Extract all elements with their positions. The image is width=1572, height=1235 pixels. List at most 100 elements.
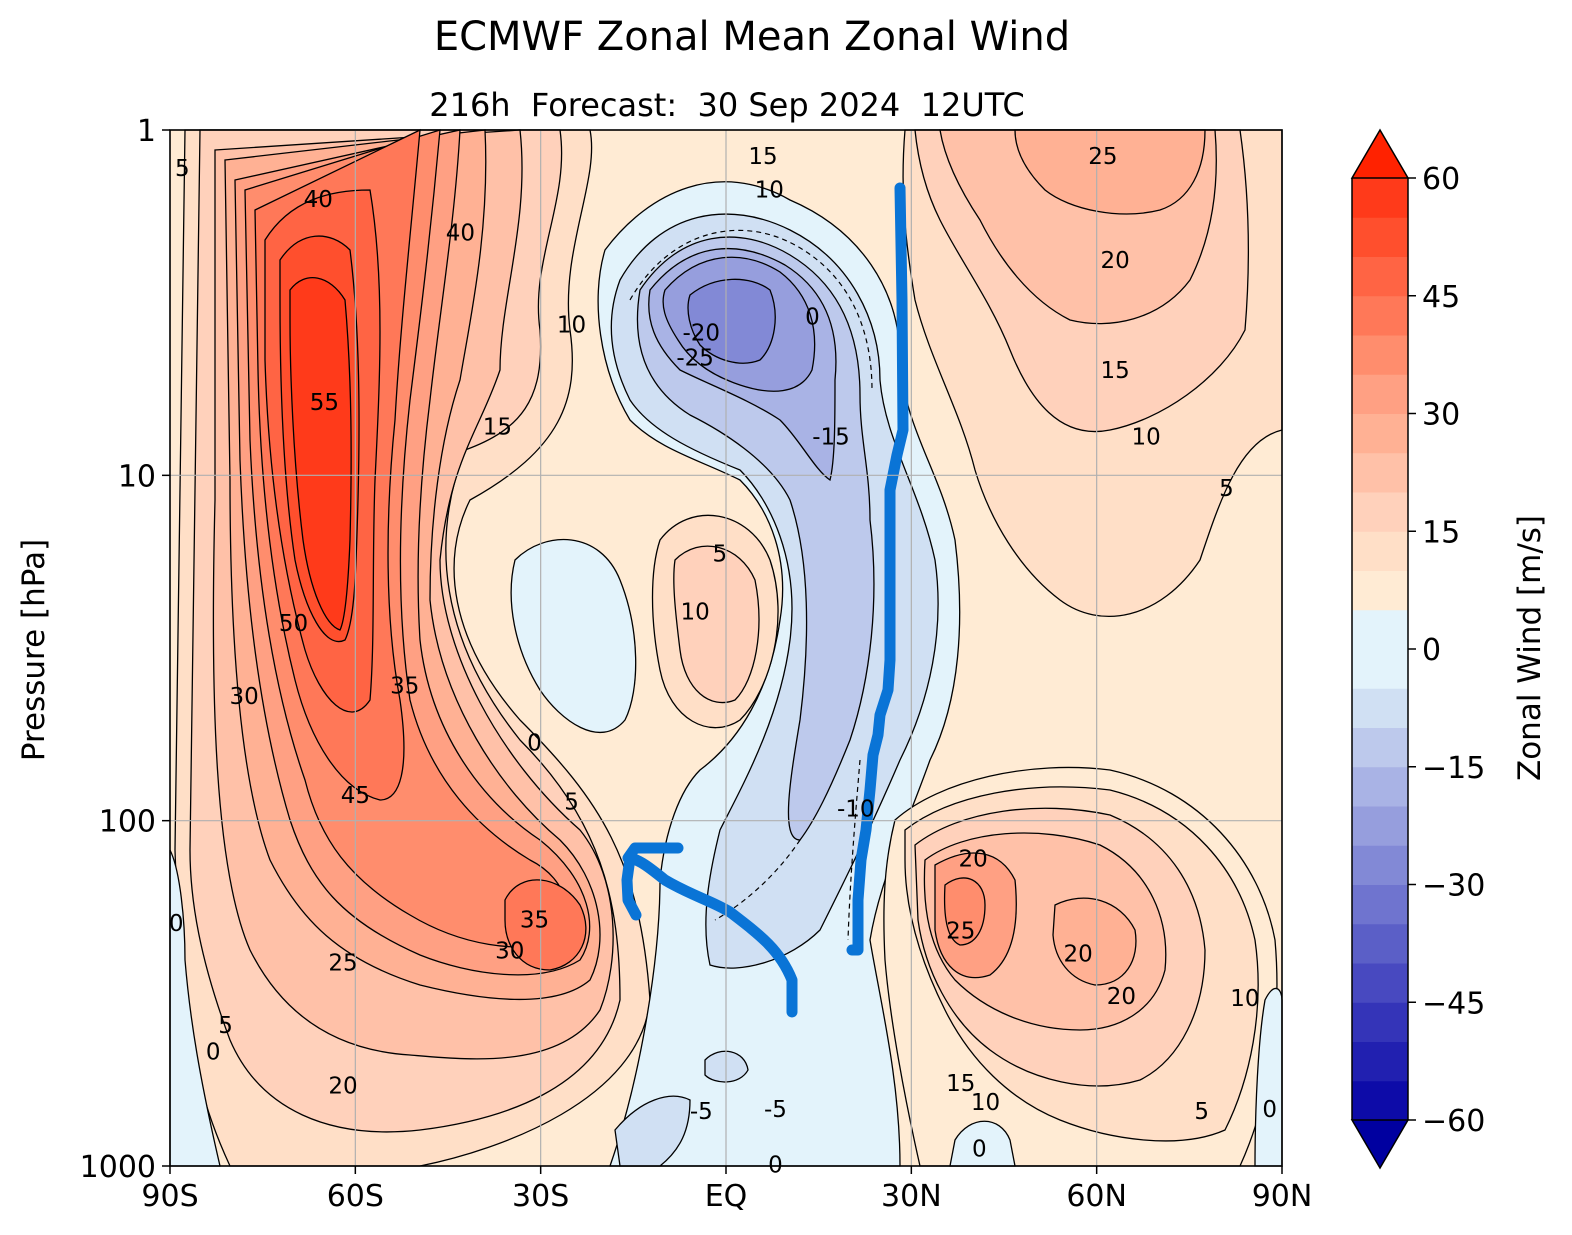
contour-label: 5 xyxy=(175,156,190,182)
contour-label: 5 xyxy=(564,790,579,816)
contour-label: 5 xyxy=(713,541,728,567)
y-tick-label: 100 xyxy=(99,805,156,840)
track-line-3 xyxy=(622,842,684,864)
contour-label: 20 xyxy=(328,1073,357,1099)
colorbar-tick-label: −60 xyxy=(1422,1104,1485,1139)
dashed-contour-3 xyxy=(847,759,861,941)
contour-label: -15 xyxy=(812,425,850,451)
contour-label: 20 xyxy=(1063,942,1092,968)
chart-subtitle: 216h Forecast: 30 Sep 2024 12UTC xyxy=(429,86,1025,124)
contour-label: 20 xyxy=(1101,248,1130,274)
colorbar-tick-label: 45 xyxy=(1422,280,1460,315)
colorbar-tick-label: −15 xyxy=(1422,751,1485,786)
contour-label: 0 xyxy=(527,731,542,757)
contour-label: -5 xyxy=(690,1099,713,1125)
contour-label: 10 xyxy=(755,177,784,203)
x-tick-label: 90N xyxy=(1252,1179,1313,1214)
colorbar-band xyxy=(1352,570,1408,611)
colorbar-band xyxy=(1352,1002,1408,1042)
colorbar-band xyxy=(1352,727,1408,768)
x-tick-label: 30N xyxy=(881,1179,942,1214)
colorbar-band xyxy=(1352,492,1408,532)
colorbar-band xyxy=(1352,217,1408,257)
colorbar-band xyxy=(1352,178,1408,218)
colorbar-band xyxy=(1352,688,1408,728)
contour-label: 30 xyxy=(495,938,524,964)
chart-title: ECMWF Zonal Mean Zonal Wind xyxy=(434,14,1070,60)
colorbar-extend-min xyxy=(1350,1119,1410,1170)
contour-label: 30 xyxy=(229,684,258,710)
contour-fill-surface-minus-5 xyxy=(614,1095,691,1167)
colorbar-band xyxy=(1352,531,1408,571)
x-tick-label: EQ xyxy=(705,1179,748,1214)
colorbar-tick-label: 0 xyxy=(1422,633,1441,668)
contour-fill-nh-jet-25 xyxy=(943,877,986,946)
contour-fill-tropical-minus-25 xyxy=(687,278,776,364)
colorbar-band xyxy=(1352,256,1408,297)
x-tick-label: 30S xyxy=(512,1179,569,1214)
colorbar-band xyxy=(1352,963,1408,1003)
contour-label: 0 xyxy=(972,1137,987,1163)
colorbar-band xyxy=(1352,295,1408,336)
contour-fill-polar-easterly xyxy=(1254,987,1283,1167)
contour-label: -25 xyxy=(676,345,714,371)
contour-label: 25 xyxy=(946,918,975,944)
contour-fill-nh-upper-25 xyxy=(1014,129,1206,215)
contour-label: 10 xyxy=(557,313,586,339)
colorbar-band xyxy=(1352,1041,1408,1082)
contour-label: -20 xyxy=(682,321,720,347)
colorbar-band xyxy=(1352,609,1408,650)
x-tick-label: 90S xyxy=(141,1179,198,1214)
contour-fill-sh-easterly-pocket xyxy=(510,538,637,733)
contour-fill-sh-jet-55 xyxy=(289,277,352,631)
colorbar-extend-max xyxy=(1350,128,1410,179)
track-line-2 xyxy=(621,852,798,1018)
y-tick-label: 1000 xyxy=(80,1150,156,1185)
contour-label: 50 xyxy=(279,611,308,637)
contour-fill-sh-stj-35 xyxy=(504,879,587,971)
colorbar-tick-label: −45 xyxy=(1422,986,1485,1021)
colorbar-band xyxy=(1352,884,1408,925)
contour-label: 40 xyxy=(446,220,475,246)
colorbar-band xyxy=(1352,845,1408,885)
contour-label: 5 xyxy=(218,1013,233,1039)
contour-label: 25 xyxy=(328,950,357,976)
contour-fill-sh-easterlies xyxy=(169,849,221,1167)
contour-label: -5 xyxy=(764,1097,787,1123)
contour-fill-eq-westerly-10 xyxy=(673,545,760,704)
negative-contour-lines xyxy=(629,229,873,941)
track-line-1 xyxy=(846,182,909,956)
contour-label: 20 xyxy=(1107,984,1136,1010)
contour-label: 35 xyxy=(390,673,419,699)
colorbar-tick-label: −30 xyxy=(1422,869,1485,904)
dashed-contour-2 xyxy=(714,839,801,921)
contour-label: 0 xyxy=(768,1153,783,1179)
contour-label: 0 xyxy=(1262,1097,1277,1123)
colorbar-tick-label: 15 xyxy=(1422,515,1460,550)
colorbar-band xyxy=(1352,452,1408,493)
contour-label: 0 xyxy=(169,911,184,937)
contour-label: 5 xyxy=(1194,1099,1209,1125)
contour-label: 45 xyxy=(341,783,370,809)
x-axis: 90S 60S 30S EQ 30N 60N 90N xyxy=(141,1166,1312,1214)
colorbar-band xyxy=(1352,413,1408,454)
contour-fill-nh-jet-20c xyxy=(1052,897,1137,986)
contour-label: 15 xyxy=(1101,358,1130,384)
contour-label: 10 xyxy=(680,599,709,625)
contour-label: -10 xyxy=(837,796,875,822)
colorbar-band xyxy=(1352,649,1408,689)
y-axis-label: Pressure [hPa] xyxy=(16,539,52,761)
contour-label: 40 xyxy=(304,187,333,213)
colorbar-tick-label: 30 xyxy=(1422,398,1460,433)
contour-label: 55 xyxy=(310,390,339,416)
y-tick-label: 10 xyxy=(118,459,156,494)
colorbar: 60 45 30 15 0 −15 −30 −45 −60 xyxy=(1350,128,1485,1170)
contour-label: 10 xyxy=(1230,986,1259,1012)
y-axis: 1 10 100 1000 xyxy=(80,114,170,1185)
contour-label: 0 xyxy=(805,304,820,330)
x-tick-label: 60S xyxy=(327,1179,384,1214)
dashed-contour-1 xyxy=(629,229,873,391)
colorbar-band xyxy=(1352,923,1408,964)
contour-label: 5 xyxy=(1219,476,1234,502)
